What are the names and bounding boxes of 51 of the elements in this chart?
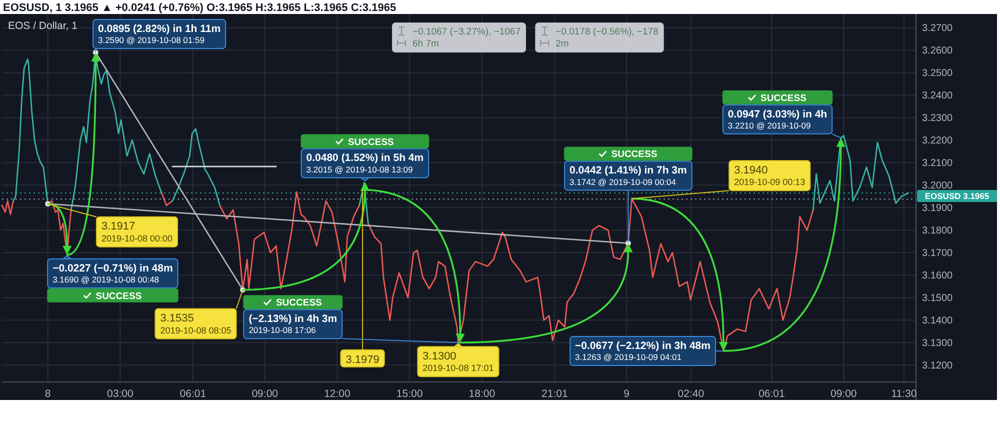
x-tick-label: 09:00 bbox=[252, 388, 278, 400]
chart-title: EOSUSD, 1 3.1965 ▲ +0.0241 (+0.76%) O:3.1965 H:3.1965 L:3.1965 C:3.1965 bbox=[3, 2, 396, 14]
y-tick-label: 3.1200 bbox=[922, 360, 954, 372]
y-tick-label: 3.1500 bbox=[922, 293, 954, 304]
x-tick-label: 06:01 bbox=[180, 388, 206, 400]
x-tick-label: 8 bbox=[44, 388, 51, 400]
annotation: −0.1067 (−3.27%), −1067 6h 7m bbox=[412, 26, 521, 50]
x-tick-label: 21:01 bbox=[542, 388, 568, 400]
y-tick-label: 3.2400 bbox=[922, 90, 954, 102]
y-tick-label: 3.2000 bbox=[922, 180, 954, 192]
y-tick-label: 3.1700 bbox=[922, 248, 954, 260]
y-tick-label: 3.1300 bbox=[922, 338, 954, 350]
y-tick-label: 3.1400 bbox=[922, 316, 954, 327]
y-tick-label: 3.2100 bbox=[922, 158, 954, 170]
annotation: 0.0442 (1.41%) in 7h 3m 3.1742 @ 2019-10-09 00:04 bbox=[570, 164, 687, 187]
annotation: 3.1940 2019-10-09 00:13 bbox=[734, 164, 806, 188]
annotation: (−2.13%) in 4h 3m 2019-10-08 17:06 bbox=[248, 313, 338, 336]
annotation: 0.0895 (2.82%) in 1h 11m 3.2590 @ 2019-10-08 01:59 bbox=[98, 22, 221, 46]
x-tick-label: 11:30 bbox=[891, 388, 917, 400]
annotation: −0.0677 (−2.12%) in 3h 48m 3.1263 @ 2019-10-09 04:01 bbox=[575, 340, 710, 362]
x-tick-label: 02:40 bbox=[678, 388, 704, 400]
x-tick-label: 03:00 bbox=[107, 388, 134, 400]
annotation: −0.0178 (−0.56%), −178 2m bbox=[556, 26, 658, 50]
annotation: SUCCESS bbox=[760, 92, 806, 104]
chart-subtitle: EOS / Dollar, 1 bbox=[8, 20, 78, 32]
y-tick-label: 3.2500 bbox=[922, 68, 954, 80]
y-tick-label: 3.2600 bbox=[922, 46, 954, 57]
annotation: 3.1979 bbox=[346, 354, 380, 366]
annotation: SUCCESS bbox=[348, 136, 394, 148]
y-tick-label: 3.2700 bbox=[922, 23, 954, 34]
x-tick-label: 06:01 bbox=[758, 388, 785, 400]
y-tick-label: 3.1900 bbox=[922, 203, 954, 214]
y-tick-label: 3.2200 bbox=[922, 136, 954, 147]
annotation: SUCCESS bbox=[611, 149, 658, 160]
annotation: SUCCESS bbox=[96, 290, 142, 302]
annotation: 0.0480 (1.52%) in 5h 4m 3.2015 @ 2019-10-08 13:09 bbox=[306, 152, 424, 174]
y-tick-label: 3.2300 bbox=[922, 113, 954, 124]
ref-line-label: EOSUSD 3.1965 bbox=[924, 191, 990, 202]
annotation: 3.1917 2019-10-08 00:00 bbox=[101, 220, 173, 244]
x-tick-label: 12:00 bbox=[324, 388, 351, 400]
x-tick-label: 15:00 bbox=[396, 388, 423, 400]
annotation: 0.0947 (3.03%) in 4h 3.2210 @ 2019-10-09 bbox=[728, 108, 828, 130]
y-tick-label: 3.1600 bbox=[922, 270, 954, 282]
x-tick-label: 09:00 bbox=[830, 388, 857, 400]
annotation: SUCCESS bbox=[276, 298, 322, 309]
annotation: 3.1535 2019-10-08 08:05 bbox=[160, 312, 232, 336]
x-tick-label: 18:00 bbox=[468, 388, 496, 400]
y-tick-label: 3.1800 bbox=[922, 226, 954, 237]
annotation: −0.0227 (−0.71%) in 48m 3.1690 @ 2019-10-08 00:48 bbox=[52, 262, 173, 284]
annotation: 3.1300 2019-10-08 17:01 bbox=[422, 350, 494, 374]
x-tick-label: 9 bbox=[624, 388, 630, 400]
